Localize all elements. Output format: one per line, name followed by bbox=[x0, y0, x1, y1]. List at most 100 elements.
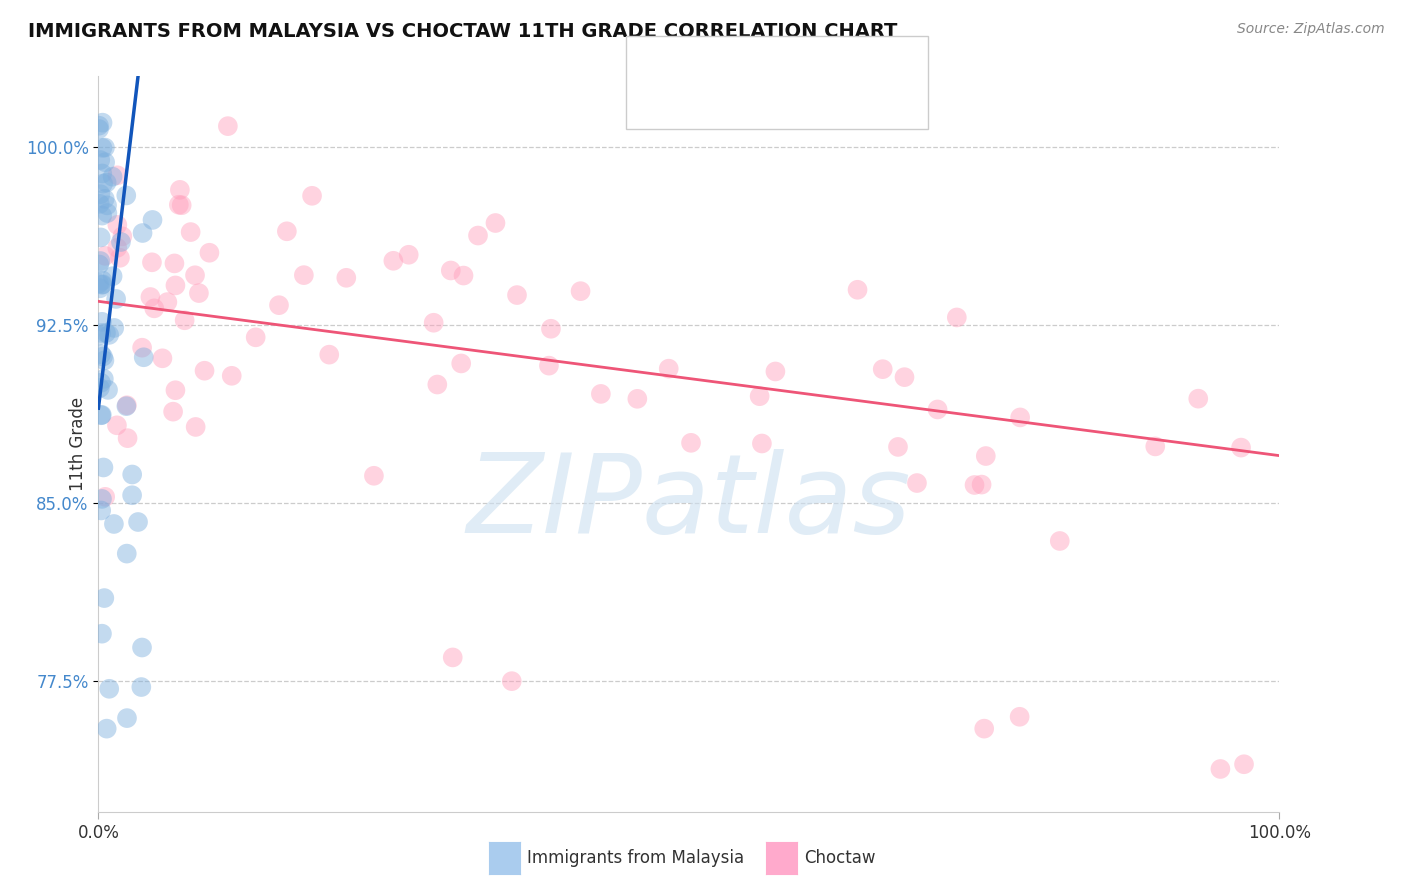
Point bbox=[679, 435, 702, 450]
Point bbox=[946, 310, 969, 325]
Point bbox=[91, 277, 114, 292]
Point bbox=[748, 389, 770, 403]
Point bbox=[335, 270, 357, 285]
Point bbox=[115, 547, 138, 561]
Point bbox=[91, 350, 114, 364]
Point bbox=[763, 364, 786, 378]
Point bbox=[626, 392, 648, 406]
Point bbox=[658, 361, 681, 376]
Point bbox=[91, 277, 114, 292]
Point bbox=[96, 198, 118, 212]
Point bbox=[98, 327, 121, 342]
Point bbox=[101, 169, 124, 184]
Point bbox=[115, 711, 138, 725]
Point bbox=[111, 229, 134, 244]
Point bbox=[217, 119, 239, 133]
Point bbox=[89, 281, 111, 295]
Point bbox=[91, 626, 114, 640]
Point bbox=[163, 256, 186, 270]
Point bbox=[87, 328, 110, 343]
Point bbox=[1187, 392, 1209, 406]
Point bbox=[87, 277, 110, 291]
Point bbox=[1233, 757, 1256, 772]
Point bbox=[131, 680, 153, 694]
Point bbox=[193, 364, 215, 378]
Point bbox=[398, 248, 420, 262]
Point bbox=[887, 440, 910, 454]
Text: Immigrants from Malaysia: Immigrants from Malaysia bbox=[527, 849, 744, 867]
Point bbox=[184, 268, 207, 283]
Point bbox=[131, 640, 153, 655]
Text: R =: R = bbox=[678, 54, 720, 73]
Point bbox=[90, 347, 112, 361]
Point bbox=[141, 255, 163, 269]
Point bbox=[98, 681, 121, 696]
Point bbox=[184, 420, 207, 434]
Point bbox=[170, 198, 193, 212]
Text: Source: ZipAtlas.com: Source: ZipAtlas.com bbox=[1237, 22, 1385, 37]
Point bbox=[90, 409, 112, 423]
Point bbox=[97, 383, 120, 397]
Point bbox=[569, 284, 592, 298]
Point bbox=[121, 467, 143, 482]
Point bbox=[1010, 410, 1032, 425]
Point bbox=[115, 188, 138, 202]
Point bbox=[90, 376, 112, 390]
Point bbox=[970, 477, 993, 491]
Point bbox=[91, 177, 114, 191]
Y-axis label: 11th Grade: 11th Grade bbox=[69, 397, 87, 491]
Point bbox=[276, 224, 298, 238]
Point bbox=[93, 353, 115, 368]
Point bbox=[127, 515, 149, 529]
Point bbox=[143, 301, 166, 316]
Point bbox=[167, 198, 190, 212]
Point bbox=[93, 372, 115, 386]
Point bbox=[89, 196, 111, 211]
Text: -0.228: -0.228 bbox=[713, 101, 783, 120]
Point bbox=[105, 218, 128, 232]
Point bbox=[131, 226, 153, 240]
Point bbox=[318, 348, 340, 362]
Point bbox=[93, 192, 115, 206]
Text: Choctaw: Choctaw bbox=[804, 849, 876, 867]
Point bbox=[94, 490, 117, 504]
Point bbox=[101, 269, 124, 284]
Point bbox=[91, 116, 114, 130]
Point bbox=[117, 431, 139, 445]
Point bbox=[121, 488, 143, 502]
Point bbox=[846, 283, 869, 297]
Point bbox=[267, 298, 290, 312]
Point bbox=[450, 356, 472, 370]
Point bbox=[905, 476, 928, 491]
Point bbox=[115, 399, 138, 413]
Point bbox=[93, 460, 115, 475]
Point bbox=[93, 591, 115, 605]
Point bbox=[292, 268, 315, 282]
Point bbox=[91, 273, 114, 287]
Point bbox=[484, 216, 506, 230]
Point bbox=[115, 398, 138, 412]
Point bbox=[89, 381, 111, 395]
Point bbox=[132, 351, 155, 365]
Point bbox=[363, 468, 385, 483]
Point bbox=[506, 288, 529, 302]
Point bbox=[96, 722, 118, 736]
Text: N =: N = bbox=[763, 101, 820, 120]
Point bbox=[94, 249, 117, 263]
Point bbox=[89, 258, 111, 272]
Point bbox=[1230, 441, 1253, 455]
Point bbox=[91, 491, 114, 506]
Point bbox=[162, 404, 184, 418]
Text: ZIPatlas: ZIPatlas bbox=[467, 450, 911, 556]
Text: 63: 63 bbox=[804, 54, 831, 73]
Point bbox=[87, 122, 110, 136]
Point bbox=[91, 209, 114, 223]
Point bbox=[91, 315, 114, 329]
Point bbox=[1008, 710, 1031, 724]
Point bbox=[173, 313, 195, 327]
Point bbox=[156, 295, 179, 310]
Point bbox=[963, 478, 986, 492]
Point bbox=[90, 408, 112, 422]
Point bbox=[105, 241, 128, 255]
Point bbox=[105, 292, 128, 306]
